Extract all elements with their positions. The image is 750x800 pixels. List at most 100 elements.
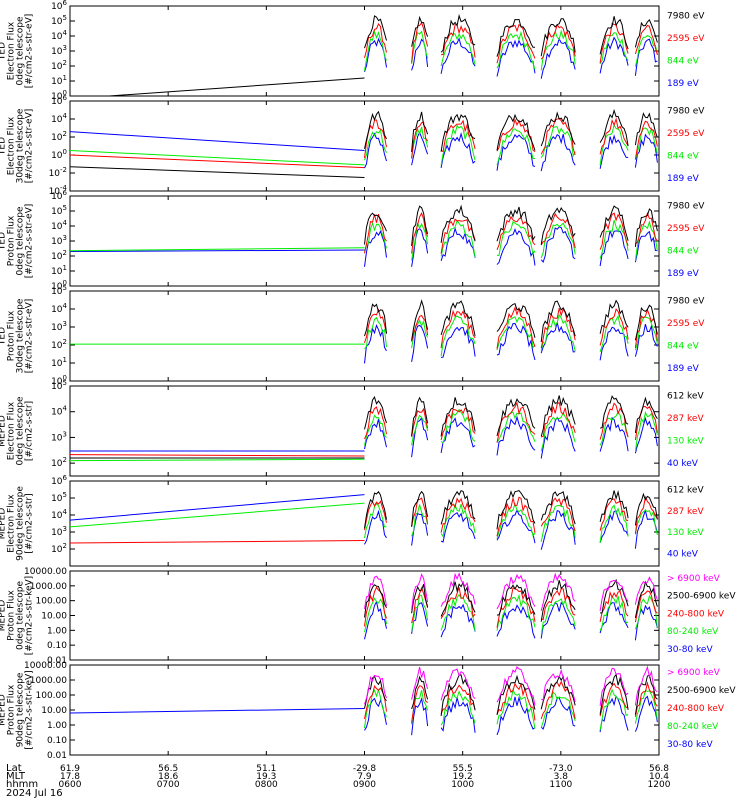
measured-series-trace xyxy=(364,306,658,349)
y-tick-label: 103 xyxy=(51,234,67,247)
x-tick-label-mlt: 7.9 xyxy=(357,772,372,782)
y-tick-label: 101 xyxy=(51,356,67,369)
interpolated-series-line xyxy=(69,454,365,457)
y-axis-label-line: 90deg telescope xyxy=(16,672,26,747)
x-tick-label-mlt: 10.4 xyxy=(649,772,669,782)
y-axis-label-line: TED xyxy=(0,137,8,156)
legend-entry: 189 eV xyxy=(667,364,700,374)
legend-entry: 40 keV xyxy=(667,549,699,559)
y-tick-label: 1.00 xyxy=(47,721,67,731)
y-axis-label: TEDElectron Flux30deg telescope[#/cm2-s-… xyxy=(0,108,35,183)
legend-entry: 80-240 keV xyxy=(667,627,719,637)
y-axis-label: MEPEDElectron Flux90deg telescope[#/cm2-… xyxy=(0,486,35,561)
y-tick-label: 10.00 xyxy=(41,706,67,716)
y-tick-label: 106 xyxy=(51,0,67,12)
measured-series-trace xyxy=(364,36,658,79)
interpolated-series-line xyxy=(69,154,365,169)
panel-frame xyxy=(69,385,660,477)
y-axis-label-line: [#/cm2-s-str-keV] xyxy=(25,670,35,749)
y-tick-label: 1000.00 xyxy=(30,582,67,592)
x-tick-label-hhmm: 0600 xyxy=(59,780,82,790)
y-tick-label: 104 xyxy=(51,405,67,418)
x-tick-label-lat: 56.8 xyxy=(649,764,669,774)
panel-7: 0.010.101.0010.00100.001000.0010000.00ME… xyxy=(0,567,736,666)
measured-series-trace xyxy=(364,313,658,357)
xaxis-row-label-lat: Lat xyxy=(6,763,22,774)
y-axis-label-line: Proton Flux xyxy=(7,590,17,641)
y-axis-label-line: MEPED xyxy=(0,508,8,540)
y-tick-label: 103 xyxy=(51,525,67,538)
measured-series-trace xyxy=(364,665,658,707)
y-axis-label-line: Electron Flux xyxy=(7,21,17,80)
x-tick-label-lat: 61.9 xyxy=(60,764,80,774)
legend-entry: 844 eV xyxy=(667,341,700,351)
y-tick-label: 104 xyxy=(51,112,67,125)
y-axis-label-line: 0deg telescope xyxy=(16,396,26,466)
x-tick-label-mlt: 19.3 xyxy=(256,772,276,782)
legend-entry: 612 keV xyxy=(667,486,704,496)
legend-entry: 40 keV xyxy=(667,459,699,469)
y-axis-label: TEDElectron Flux0deg telescope[#/cm2-s-s… xyxy=(0,14,35,89)
y-tick-label: 104 xyxy=(51,302,67,315)
measured-series-trace xyxy=(364,123,658,166)
measured-series-trace xyxy=(364,401,658,443)
y-tick-label: 102 xyxy=(51,338,67,351)
y-axis-label-line: 90deg telescope xyxy=(16,486,26,561)
y-axis-label-line: TED xyxy=(0,42,8,61)
legend-entry: 287 keV xyxy=(667,414,704,424)
legend-entry: > 6900 keV xyxy=(667,574,721,584)
measured-series-trace xyxy=(364,21,658,64)
measured-series-trace xyxy=(364,29,658,71)
measured-series-trace xyxy=(364,680,658,723)
y-tick-label: 100.00 xyxy=(36,597,68,607)
x-tick-label-mlt: 17.8 xyxy=(60,772,80,782)
legend-entry: 130 keV xyxy=(667,436,704,446)
y-axis-label: TEDProton Flux0deg telescope[#/cm2-s-str… xyxy=(0,204,35,279)
y-tick-label: 102 xyxy=(51,456,67,469)
y-tick-label: 10000.00 xyxy=(24,661,67,671)
measured-series-trace xyxy=(364,219,658,261)
legend-entry: 2595 eV xyxy=(667,319,705,329)
legend-entry: 30-80 keV xyxy=(667,740,713,750)
interpolated-series-line xyxy=(69,458,365,462)
y-tick-label: 103 xyxy=(51,320,67,333)
y-tick-label: 103 xyxy=(51,44,67,57)
y-tick-label: 0.01 xyxy=(47,751,67,761)
y-tick-label: 0.10 xyxy=(47,736,67,746)
y-tick-label: 100.00 xyxy=(36,691,68,701)
legend-entry: 130 keV xyxy=(667,528,704,538)
measured-series-trace xyxy=(364,593,658,636)
legend-entry: 844 eV xyxy=(667,246,700,256)
legend-entry: 844 eV xyxy=(667,56,700,66)
y-axis-label-line: [#/cm2-s-str-eV] xyxy=(25,204,35,279)
measured-series-trace xyxy=(364,673,658,717)
measured-series-trace xyxy=(364,108,658,152)
y-axis-label-line: [#/cm2-s-str-eV] xyxy=(25,14,35,89)
measured-series-trace xyxy=(364,117,658,160)
y-axis-label-line: Electron Flux xyxy=(7,494,17,553)
y-axis-label-line: [#/cm2-s-str-eV] xyxy=(25,299,35,374)
y-tick-label: 101 xyxy=(51,74,67,87)
y-axis-label-line: Proton Flux xyxy=(7,215,17,266)
y-axis-label-line: 30deg telescope xyxy=(16,298,26,373)
measured-series-trace xyxy=(364,688,658,731)
legend-entry: 80-240 keV xyxy=(667,722,719,732)
y-tick-label: 105 xyxy=(51,204,67,217)
y-axis-label-line: TED xyxy=(0,327,8,346)
legend-entry: > 6900 keV xyxy=(667,668,721,678)
y-tick-label: 103 xyxy=(51,430,67,443)
x-tick-label-lat: -29.8 xyxy=(353,764,377,774)
y-axis-label-line: 0deg telescope xyxy=(16,16,26,86)
y-axis-label-line: TED xyxy=(0,232,8,251)
interpolated-series-line xyxy=(69,150,365,166)
measured-series-trace xyxy=(364,299,658,343)
interpolated-series-line xyxy=(69,166,365,178)
y-tick-label: 102 xyxy=(51,542,67,555)
y-tick-label: 10-2 xyxy=(49,166,67,179)
y-axis-label-line: 0deg telescope xyxy=(16,581,26,651)
